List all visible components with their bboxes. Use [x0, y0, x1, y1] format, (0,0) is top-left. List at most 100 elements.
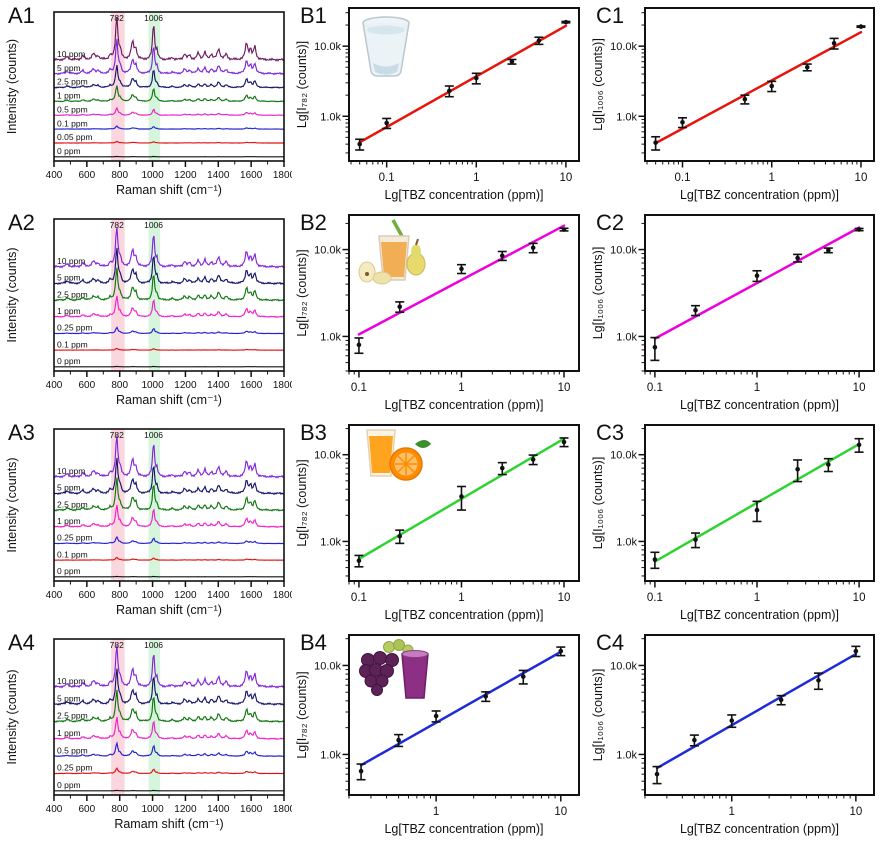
- svg-text:10: 10: [554, 806, 567, 818]
- svg-text:10: 10: [853, 382, 866, 394]
- svg-text:1200: 1200: [174, 590, 197, 601]
- panel-c3: C3 0.1 1 10 1.0k 10.0k Lg[TBZ concentration (…: [588, 417, 883, 627]
- svg-text:1 ppm: 1 ppm: [57, 306, 81, 316]
- svg-text:400: 400: [46, 170, 63, 181]
- svg-text:1200: 1200: [174, 170, 197, 181]
- panel-a1: A1 10 ppm 5 ppm 2.5 ppm 1 ppm 0.5 ppm 0.1 ppm…: [0, 0, 292, 207]
- svg-text:10 ppm: 10 ppm: [57, 49, 85, 59]
- svg-text:1000: 1000: [141, 380, 164, 391]
- svg-text:10.0k: 10.0k: [314, 660, 341, 672]
- calibration-plot-b2: 0.1 1 10 1.0k 10.0k Lg[TBZ concentration (ppm…: [295, 214, 580, 412]
- svg-text:Lg[I₇₈₂ (counts)]: Lg[I₇₈₂ (counts)]: [295, 459, 309, 546]
- panel-label-c4: C4: [596, 630, 625, 655]
- panel-b3: B3 0.1 1 10 1.0k 10.0k Lg[TBZ concentration (…: [292, 417, 588, 627]
- svg-text:1400: 1400: [207, 804, 230, 815]
- svg-text:Intenisty (counts): Intenisty (counts): [5, 39, 19, 134]
- panel-label-a1: A1: [8, 3, 35, 28]
- svg-text:1.0k: 1.0k: [616, 111, 637, 123]
- svg-text:1.0k: 1.0k: [320, 536, 341, 548]
- svg-text:Lg[TBZ concentration (ppm)]: Lg[TBZ concentration (ppm)]: [680, 398, 839, 412]
- grape-juice-icon: [359, 639, 429, 699]
- svg-text:1600: 1600: [240, 380, 263, 391]
- svg-text:1000: 1000: [141, 590, 164, 601]
- svg-text:0.1 ppm: 0.1 ppm: [57, 339, 88, 349]
- svg-text:10.0k: 10.0k: [610, 41, 637, 53]
- svg-text:1: 1: [754, 592, 760, 604]
- svg-text:1800: 1800: [273, 590, 292, 601]
- svg-text:1006: 1006: [144, 430, 163, 440]
- calibration-plot-c1: 0.1 1 10 1.0k 10.0k Lg[TBZ concentration (ppm…: [591, 7, 875, 202]
- svg-text:Lg[I₇₈₂ (counts)]: Lg[I₇₈₂ (counts)]: [295, 41, 309, 128]
- svg-text:0.25 ppm: 0.25 ppm: [57, 323, 92, 333]
- svg-text:Lg[I₇₈₂ (counts)]: Lg[I₇₈₂ (counts)]: [295, 249, 309, 336]
- svg-text:1: 1: [458, 382, 464, 394]
- panel-label-b1: B1: [300, 3, 327, 28]
- svg-text:1600: 1600: [240, 590, 263, 601]
- svg-text:1200: 1200: [174, 380, 197, 391]
- svg-text:10.0k: 10.0k: [314, 450, 341, 462]
- panel-b2: B2 0.1 1 10 1.0k 10.0k Lg[TBZ concentration (…: [292, 207, 588, 417]
- panel-label-c2: C2: [596, 210, 625, 235]
- panel-b4: B4 1 10 1.0k 10.0k Lg[TBZ concentration (ppm…: [292, 627, 588, 857]
- svg-text:1800: 1800: [273, 170, 292, 181]
- svg-text:10: 10: [849, 806, 862, 818]
- svg-text:1600: 1600: [240, 804, 263, 815]
- svg-text:1: 1: [769, 172, 775, 184]
- svg-text:1.0k: 1.0k: [616, 536, 637, 548]
- svg-text:Intensity (counts): Intensity (counts): [5, 457, 19, 552]
- svg-text:1: 1: [754, 382, 760, 394]
- svg-text:1: 1: [458, 592, 464, 604]
- svg-text:10: 10: [853, 592, 866, 604]
- svg-text:1006: 1006: [144, 640, 163, 650]
- svg-text:0.1: 0.1: [674, 172, 690, 184]
- raman-spectra-chart-a2: 10 ppm 5 ppm 2.5 ppm 1 ppm 0.25 ppm 0.1 ppm 0 …: [5, 218, 292, 407]
- svg-text:Raman shift (cm⁻¹): Raman shift (cm⁻¹): [116, 603, 222, 617]
- svg-text:1 ppm: 1 ppm: [57, 516, 81, 526]
- svg-text:Lg[TBZ concentration (ppm)]: Lg[TBZ concentration (ppm)]: [384, 822, 543, 836]
- svg-text:10.0k: 10.0k: [314, 41, 341, 53]
- svg-text:1: 1: [473, 172, 479, 184]
- svg-text:10 ppm: 10 ppm: [57, 256, 85, 266]
- svg-text:10: 10: [560, 172, 573, 184]
- panel-c4: C4 1 10 1.0k 10.0k Lg[TBZ concentration (ppm…: [588, 627, 883, 857]
- svg-text:Lg[TBZ concentration (ppm)]: Lg[TBZ concentration (ppm)]: [384, 398, 543, 412]
- svg-text:1006: 1006: [144, 220, 163, 230]
- svg-text:1: 1: [433, 806, 439, 818]
- panel-a4: A4 10 ppm 5 ppm 2.5 ppm 1 ppm 0.5 ppm 0.25 pp…: [0, 627, 292, 857]
- svg-text:Lg[I₁₀₀₆ (counts)]: Lg[I₁₀₀₆ (counts)]: [591, 457, 605, 550]
- orange-juice-icon: [366, 429, 431, 481]
- svg-text:0.5 ppm: 0.5 ppm: [57, 745, 88, 755]
- svg-text:400: 400: [46, 380, 63, 391]
- svg-text:1000: 1000: [141, 804, 164, 815]
- panel-label-b4: B4: [300, 630, 327, 655]
- svg-text:1600: 1600: [240, 170, 263, 181]
- panel-label-a3: A3: [8, 420, 35, 445]
- panel-label-a4: A4: [8, 630, 35, 655]
- svg-text:Intensity (counts): Intensity (counts): [5, 247, 19, 342]
- svg-text:782: 782: [110, 220, 124, 230]
- svg-text:1 ppm: 1 ppm: [57, 91, 81, 101]
- svg-text:1400: 1400: [207, 380, 230, 391]
- svg-text:600: 600: [79, 590, 96, 601]
- svg-text:1200: 1200: [174, 804, 197, 815]
- svg-text:Raman shift (cm⁻¹): Raman shift (cm⁻¹): [116, 183, 222, 197]
- svg-text:Lg[I₁₀₀₆ (counts)]: Lg[I₁₀₀₆ (counts)]: [591, 247, 605, 340]
- svg-text:10 ppm: 10 ppm: [57, 676, 85, 686]
- svg-text:Lg[TBZ concentration (ppm)]: Lg[TBZ concentration (ppm)]: [680, 608, 839, 622]
- svg-text:600: 600: [79, 380, 96, 391]
- svg-text:2.5 ppm: 2.5 ppm: [57, 77, 88, 87]
- svg-text:800: 800: [111, 590, 128, 601]
- svg-text:10.0k: 10.0k: [610, 245, 637, 257]
- raman-spectra-chart-a1: 10 ppm 5 ppm 2.5 ppm 1 ppm 0.5 ppm 0.1 ppm 0.0…: [5, 11, 292, 197]
- svg-text:1.0k: 1.0k: [616, 331, 637, 343]
- svg-text:Raman shift (cm⁻¹): Raman shift (cm⁻¹): [116, 393, 222, 407]
- svg-text:1 ppm: 1 ppm: [57, 728, 81, 738]
- svg-text:5 ppm: 5 ppm: [57, 483, 81, 493]
- calibration-plot-c4: 1 10 1.0k 10.0k Lg[TBZ concentration (ppm)] L…: [591, 634, 875, 836]
- panel-label-b2: B2: [300, 210, 327, 235]
- svg-text:1400: 1400: [207, 170, 230, 181]
- svg-text:600: 600: [79, 804, 96, 815]
- svg-text:1800: 1800: [273, 380, 292, 391]
- panel-a3: A3 10 ppm 5 ppm 2.5 ppm 1 ppm 0.25 ppm 0.1 pp…: [0, 417, 292, 627]
- svg-text:Intensity (counts): Intensity (counts): [5, 669, 19, 764]
